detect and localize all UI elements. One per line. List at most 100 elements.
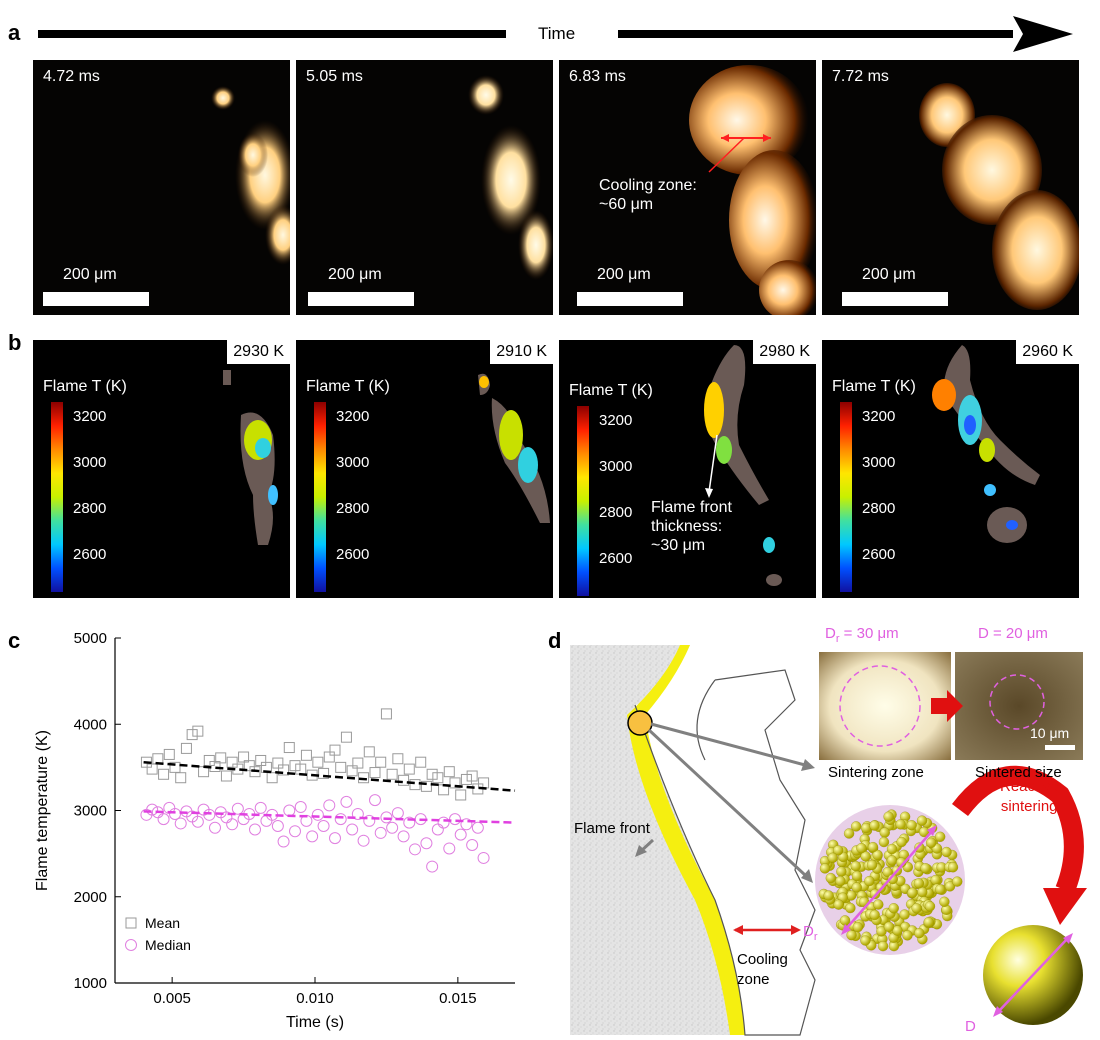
nanoparticle xyxy=(906,820,917,831)
micrograph-frame-3: 6.83 ms Cooling zone: ~60 μm 200 μm xyxy=(559,60,816,315)
flame-image-2 xyxy=(468,75,553,280)
temperature-map-4: 2960 K Flame T (K) 3200 3000 2800 2600 xyxy=(822,340,1079,598)
colorbar-tick: 3200 xyxy=(73,408,107,425)
flame-front-label: Flame front xyxy=(574,820,650,837)
colorbar-tick: 2800 xyxy=(599,504,633,521)
nanoparticle xyxy=(925,837,937,848)
mean-marker xyxy=(398,774,410,786)
mean-marker xyxy=(329,744,341,756)
temperature-map-1: 2930 K Flame T (K) 3200 3000 2800 2600 xyxy=(33,340,290,598)
mean-marker xyxy=(243,760,255,772)
nanoparticle xyxy=(867,841,879,853)
colorbar xyxy=(577,406,589,596)
median-marker xyxy=(329,832,341,845)
scale-bar-label: 200 μm xyxy=(862,266,916,283)
nanoparticle xyxy=(839,915,851,926)
median-marker xyxy=(191,815,204,828)
median-marker xyxy=(449,813,461,826)
mean-marker xyxy=(272,757,284,769)
panel-a-letter: a xyxy=(8,20,21,45)
median-marker xyxy=(346,823,359,836)
nanoparticle xyxy=(899,909,910,920)
mean-marker xyxy=(352,757,364,769)
nanoparticle xyxy=(825,872,836,884)
colorbar-label: Flame T (K) xyxy=(569,382,653,399)
median-marker xyxy=(437,816,450,829)
median-marker xyxy=(357,834,370,847)
nanoparticle xyxy=(869,820,880,831)
nanoparticle xyxy=(876,926,887,937)
mean-marker xyxy=(335,761,347,773)
median-marker xyxy=(409,843,421,856)
median-trend-line xyxy=(143,810,516,824)
nanoparticle xyxy=(914,928,925,939)
mean-marker xyxy=(278,764,290,776)
colorbar xyxy=(840,402,852,592)
mean-marker xyxy=(380,708,392,720)
mean-marker xyxy=(266,772,278,784)
mean-marker xyxy=(312,756,324,768)
nanoparticle xyxy=(913,878,925,889)
mean-marker xyxy=(289,760,301,772)
colorbar xyxy=(51,402,63,592)
median-marker xyxy=(477,851,490,864)
colorbar-tick: 3000 xyxy=(599,458,633,475)
median-marker xyxy=(283,804,296,817)
nanoparticle xyxy=(924,901,936,912)
nanoparticle xyxy=(952,876,963,887)
nanoparticle xyxy=(851,882,862,893)
temperature-map-2: 2910 K Flame T (K) 3200 3000 2800 2600 xyxy=(296,340,553,598)
mean-marker xyxy=(215,752,227,764)
x-tick-label: 0.010 xyxy=(296,990,334,1007)
sintered-size-caption: Sintered size xyxy=(975,764,1062,781)
nanoparticle xyxy=(866,859,878,871)
y-tick-label: 2000 xyxy=(74,889,107,906)
nanoparticle xyxy=(939,896,950,907)
mean-marker xyxy=(346,765,358,777)
mean-marker xyxy=(460,773,472,785)
nanoparticle xyxy=(907,887,918,898)
mean-marker xyxy=(192,725,204,737)
nanoparticle xyxy=(895,819,906,830)
nanoparticle xyxy=(856,842,867,854)
median-marker xyxy=(209,821,221,834)
colorbar-tick: 2800 xyxy=(336,500,370,517)
mean-marker xyxy=(375,756,387,768)
median-marker xyxy=(460,818,473,831)
mean-marker xyxy=(323,751,335,763)
mean-marker xyxy=(466,770,478,782)
median-marker xyxy=(249,823,261,836)
mean-marker xyxy=(403,763,415,775)
micrograph-frame-2: 5.05 ms 200 μm xyxy=(296,60,553,315)
nanoparticle xyxy=(941,846,952,858)
temperature-label: 2960 K xyxy=(1016,340,1079,364)
x-tick-label: 0.015 xyxy=(439,990,477,1007)
flame-image-4 xyxy=(919,83,1079,310)
median-marker xyxy=(311,808,324,821)
colorbar-tick: 3000 xyxy=(73,454,107,471)
flame-temperature-chart: 1000 2000 3000 4000 5000 0.005 0.010 0.015 Time … xyxy=(34,630,516,1031)
mean-marker xyxy=(386,768,398,780)
mean-marker xyxy=(300,749,312,761)
y-tick-label: 4000 xyxy=(74,716,107,733)
y-axis-label: Flame temperature (K) xyxy=(34,730,51,891)
nanoparticle xyxy=(935,884,946,895)
colorbar-tick: 2600 xyxy=(599,550,633,567)
sintering-zone-diameter: Dr = 30 μm xyxy=(825,625,899,645)
d-label: D xyxy=(965,1018,976,1035)
cooling-zone-label: Cooling zone xyxy=(737,951,788,988)
colorbar-tick: 3200 xyxy=(336,408,370,425)
nanoparticle xyxy=(883,921,895,932)
temperature-label: 2980 K xyxy=(753,340,816,364)
nanoparticle xyxy=(935,831,946,842)
temperature-image-1 xyxy=(223,370,278,545)
micrograph-frame-1: 4.72 ms 200 μm xyxy=(33,60,290,315)
median-marker xyxy=(334,813,347,826)
nanoparticle xyxy=(835,875,846,887)
cooling-zone-annotation: Cooling zone: ~60 μm xyxy=(599,177,697,213)
frame-time: 5.05 ms xyxy=(306,68,363,85)
mean-marker xyxy=(449,777,461,789)
nanoparticle xyxy=(930,874,941,886)
mean-marker xyxy=(238,751,250,763)
nanoparticle xyxy=(944,881,956,892)
